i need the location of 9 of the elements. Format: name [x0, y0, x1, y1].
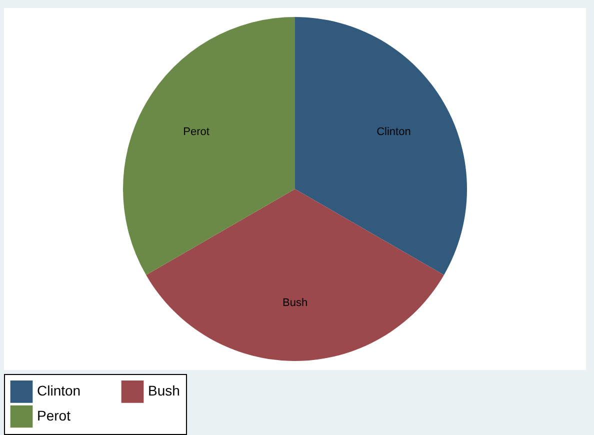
slice-label: Clinton: [376, 126, 411, 138]
legend-label: Perot: [37, 408, 71, 424]
slice-label: Bush: [282, 297, 308, 309]
pie-slice: [123, 17, 295, 276]
legend-label: Bush: [148, 382, 180, 399]
pie-slice: [295, 17, 467, 275]
legend-label: Clinton: [37, 382, 81, 399]
pie-slice: [146, 189, 444, 361]
slice-label: Perot: [183, 126, 210, 138]
